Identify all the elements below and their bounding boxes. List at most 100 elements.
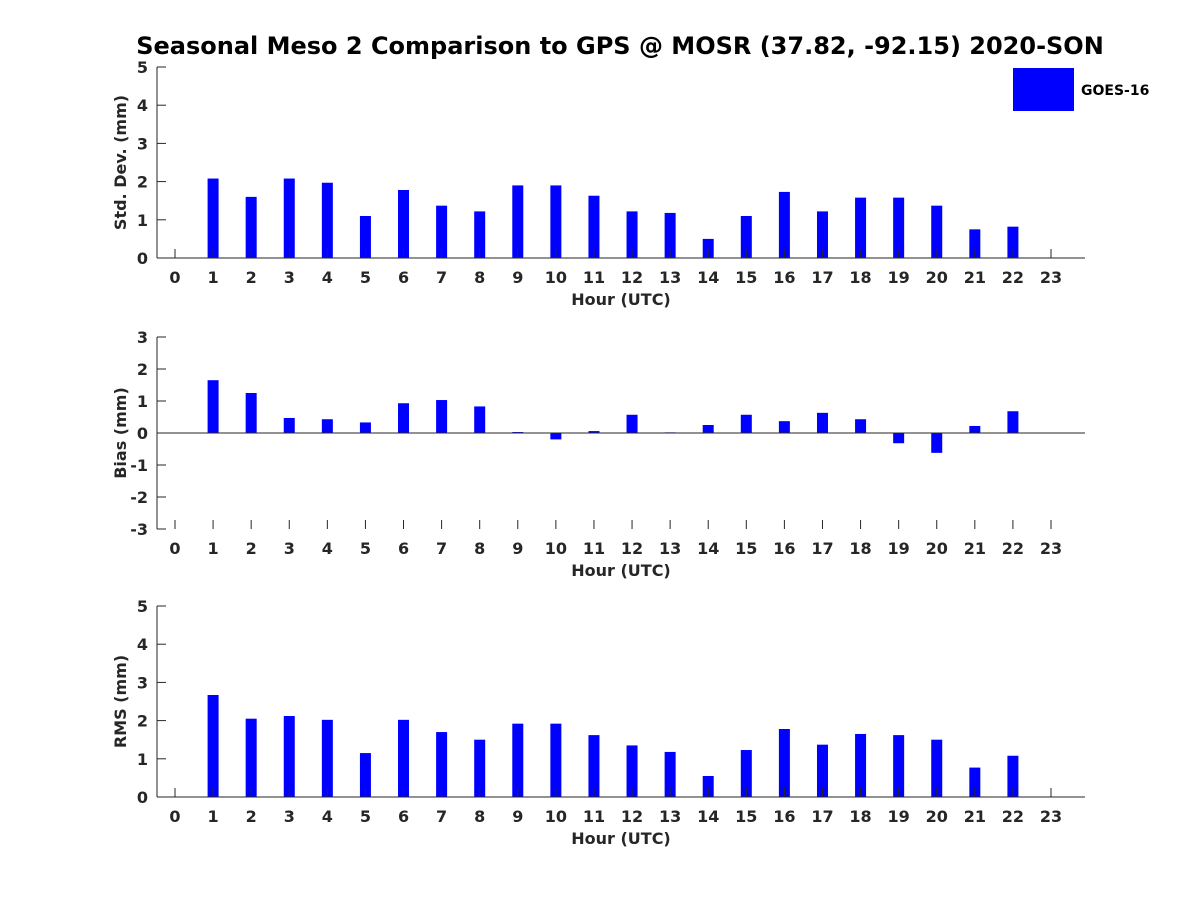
x-tick-label: 9 [512,807,523,826]
x-tick-label: 20 [926,268,948,287]
bar-hour-1 [207,380,219,433]
legend: GOES-16 [1013,68,1149,111]
bar-hour-20 [931,433,943,453]
x-tick-label: 17 [811,268,833,287]
bar-hour-4 [321,419,333,433]
bar-hour-16 [778,421,790,433]
bar-hour-13 [664,751,676,797]
x-tick-label: 3 [284,268,295,287]
x-tick-label: 0 [169,539,180,558]
bar-hour-12 [626,414,638,433]
x-tick-label: 11 [583,539,605,558]
x-tick-label: 14 [697,807,719,826]
y-tick-label: 4 [137,635,148,654]
x-tick-label: 10 [545,807,567,826]
y-axis-label: RMS (mm) [111,655,130,748]
x-tick-label: 12 [621,807,643,826]
x-tick-label: 21 [964,807,986,826]
bar-hour-3 [283,716,295,797]
bar-hour-11 [588,735,600,797]
y-axis-label: Std. Dev. (mm) [111,95,130,230]
chart-title: Seasonal Meso 2 Comparison to GPS @ MOSR… [136,32,1104,60]
bar-hour-15 [740,414,752,433]
bar-hour-14 [702,425,714,433]
x-tick-label: 17 [811,539,833,558]
x-tick-label: 11 [583,807,605,826]
x-tick-label: 1 [208,807,219,826]
x-tick-label: 9 [512,268,523,287]
x-tick-label: 19 [888,807,910,826]
x-tick-label: 5 [360,807,371,826]
bar-hour-1 [207,695,219,797]
bar-hour-22 [1007,755,1019,797]
bar-hour-8 [474,406,486,433]
x-tick-label: 6 [398,807,409,826]
y-tick-label: 3 [137,328,148,347]
x-tick-label: 16 [773,539,795,558]
x-tick-label: 7 [436,539,447,558]
x-tick-label: 5 [360,268,371,287]
x-tick-label: 21 [964,268,986,287]
x-tick-label: 18 [849,807,871,826]
y-tick-label: 3 [137,134,148,153]
y-tick-label: -2 [130,488,148,507]
bar-hour-19 [893,197,905,258]
bar-hour-10 [550,185,562,258]
x-tick-label: 23 [1040,539,1062,558]
x-tick-label: 13 [659,807,681,826]
x-tick-label: 14 [697,268,719,287]
bar-hour-2 [245,393,257,433]
bar-hour-4 [321,719,333,797]
x-tick-label: 1 [208,539,219,558]
bar-hour-15 [740,215,752,258]
bar-hour-18 [855,733,867,797]
x-axis-label: Hour (UTC) [571,290,671,309]
bar-hour-6 [398,190,410,258]
x-tick-label: 10 [545,539,567,558]
y-axis-label: Bias (mm) [111,387,130,479]
x-tick-label: 2 [246,268,257,287]
bar-hour-22 [1007,226,1019,258]
bar-hour-19 [893,433,905,444]
x-tick-label: 0 [169,807,180,826]
bar-hour-19 [893,735,905,797]
x-tick-label: 1 [208,268,219,287]
y-tick-label: 2 [137,173,148,192]
bar-hour-7 [436,205,448,258]
bar-hour-20 [931,205,943,258]
bar-hour-6 [398,403,410,433]
x-tick-label: 19 [888,539,910,558]
x-tick-label: 18 [849,539,871,558]
bar-hour-7 [436,732,448,797]
x-tick-label: 17 [811,807,833,826]
bar-hour-10 [550,723,562,797]
bar-hour-3 [283,417,295,433]
x-tick-label: 23 [1040,268,1062,287]
bar-hour-15 [740,750,752,797]
y-tick-label: 3 [137,673,148,692]
bar-hour-5 [359,422,371,433]
bar-hour-4 [321,182,333,258]
bar-hour-12 [626,745,638,797]
x-tick-label: 7 [436,807,447,826]
x-tick-label: 8 [474,807,485,826]
y-tick-label: 1 [137,211,148,230]
x-tick-label: 15 [735,539,757,558]
bar-hour-11 [588,195,600,258]
bar-hour-21 [969,425,981,433]
bar-hour-5 [359,215,371,258]
x-tick-label: 9 [512,539,523,558]
y-tick-label: 2 [137,360,148,379]
x-tick-label: 16 [773,807,795,826]
bar-hour-17 [816,412,828,433]
x-tick-label: 14 [697,539,719,558]
bar-hour-9 [512,723,524,797]
x-tick-label: 15 [735,807,757,826]
x-tick-label: 4 [322,539,333,558]
bar-hour-6 [398,719,410,797]
x-tick-label: 22 [1002,807,1024,826]
y-tick-label: 2 [137,712,148,731]
x-tick-label: 6 [398,268,409,287]
